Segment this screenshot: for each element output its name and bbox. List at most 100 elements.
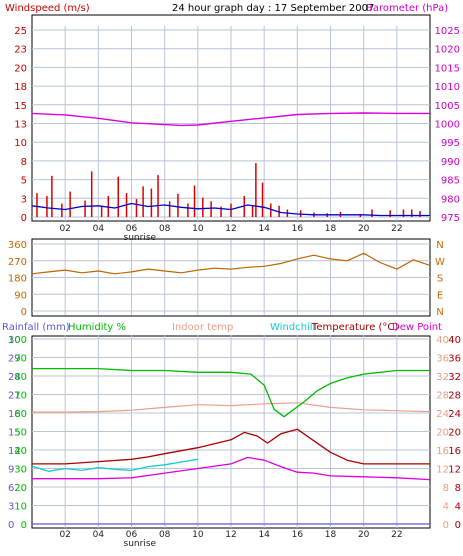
tick-label-compass: N [436,307,443,318]
tick-label-humidity: 60 [14,409,27,420]
tick-label-barometer: 990 [441,157,460,168]
tick-label-compass: N [436,240,443,251]
right-axis-title: Barometer (hPa) [366,3,448,14]
tick-label-windspeed: 0 [21,213,27,224]
tick-label-direction: 90 [14,290,27,301]
x-tick-label: 14 [258,530,270,540]
x-tick-label: 12 [225,530,236,540]
tick-label-temp: 40 [448,335,461,346]
tick-label-humidity: 40 [14,446,27,457]
x-tick-label: 20 [358,224,370,234]
tick-label-humidity: 90 [14,354,27,365]
tick-label-compass: S [437,274,443,285]
series-wind-direction [31,252,431,275]
x-tick-label: 08 [159,530,171,540]
x-tick-label: 22 [391,224,402,234]
x-tick-label: 18 [325,530,337,540]
tick-label-windspeed: 3 [21,194,27,205]
sunrise-label: sunrise [124,233,157,243]
x-tick-label: 10 [192,224,204,234]
left-axis-title: Windspeed (m/s) [5,3,90,14]
tick-label-temp: 16 [448,446,461,457]
tick-label-barometer: 1025 [435,26,460,37]
tick-label-temp: 36 [448,354,461,365]
tick-label-barometer: 995 [441,138,460,149]
tick-label-temp: 8 [455,483,461,494]
tick-label-barometer: 980 [441,194,460,205]
tick-label-temp: 32 [448,372,461,383]
tick-label-indoor: 36 [436,354,449,365]
tick-label-indoor: 32 [436,372,449,383]
tick-label-rain: 3 [8,502,14,513]
tick-label-indoor: 12 [436,465,449,476]
x-tick-label: 18 [325,224,337,234]
tick-label-temp: 4 [455,502,461,513]
tick-label-humidity: 0 [21,520,27,531]
x-tick-label: 06 [126,224,138,234]
x-tick-label: 02 [59,224,70,234]
series-indoor-temp [32,402,431,413]
x-tick-label: 02 [59,530,70,540]
tick-label-rain: 24 [8,372,21,383]
series-avg-windspeed [31,202,430,217]
tick-label-barometer: 1000 [435,120,460,131]
tick-label-barometer: 1005 [435,101,460,112]
x-tick-label: 04 [93,224,105,234]
series-windchill [31,458,198,472]
tick-label-indoor: 4 [443,502,449,513]
tick-label-compass: W [435,257,445,268]
tick-label-barometer: 1020 [435,45,460,56]
tick-label-temp: 20 [448,428,461,439]
x-tick-label: 06 [126,530,138,540]
tick-label-rain: 15 [8,428,21,439]
tick-label-windspeed: 10 [14,138,27,149]
tick-label-indoor: 28 [436,391,449,402]
tick-label-temp: 24 [448,409,461,420]
legend-rainfall: Rainfall (mm) [2,322,70,333]
x-tick-label: 16 [292,530,304,540]
tick-label-rain: 18 [8,409,21,420]
tick-label-humidity: 10 [14,502,27,513]
legend-humidity: Humidity % [68,322,126,333]
tick-label-indoor: 8 [443,483,449,494]
tick-label-windspeed: 15 [14,101,27,112]
chart-title: 24 hour graph day : 17 September 2007 [172,3,374,14]
tick-label-direction: 0 [21,307,27,318]
legend-indoor: Indoor temp [172,322,233,333]
series-barometer [31,112,430,127]
tick-label-indoor: 40 [436,335,449,346]
tick-label-indoor: 0 [443,520,449,531]
tick-label-temp: 12 [448,465,461,476]
x-tick-label: 22 [391,530,402,540]
legend-dewpoint: Dew Point [392,322,442,333]
tick-label-temp: 28 [448,391,461,402]
series-dewpoint [32,456,431,481]
x-tick-label: 12 [225,224,236,234]
tick-label-indoor: 24 [436,409,449,420]
tick-label-direction: 180 [8,274,27,285]
x-tick-label: 16 [292,224,304,234]
tick-label-humidity: 30 [14,465,27,476]
tick-label-humidity: 70 [14,391,27,402]
tick-label-rain: 27 [8,354,21,365]
tick-label-rain: 12 [8,446,21,457]
tick-label-windspeed: 5 [21,176,27,187]
tick-label-windspeed: 13 [14,120,27,131]
tick-label-windspeed: 23 [14,45,27,56]
x-tick-label: 14 [258,224,270,234]
tick-label-rain: 0 [8,520,14,531]
tick-label-humidity: 80 [14,372,27,383]
x-tick-label: 20 [358,530,370,540]
tick-label-windspeed: 18 [14,82,27,93]
tick-label-humidity: 100 [8,335,27,346]
tick-label-indoor: 16 [436,446,449,457]
series-temperature [32,428,430,465]
tick-label-rain: 30 [8,335,21,346]
tick-label-direction: 270 [8,257,27,268]
tick-label-humidity: 50 [14,428,27,439]
tick-label-barometer: 1010 [435,82,460,93]
legend-windchill: Windchill [270,322,315,333]
tick-label-humidity: 20 [14,483,27,494]
tick-label-rain: 9 [8,465,14,476]
